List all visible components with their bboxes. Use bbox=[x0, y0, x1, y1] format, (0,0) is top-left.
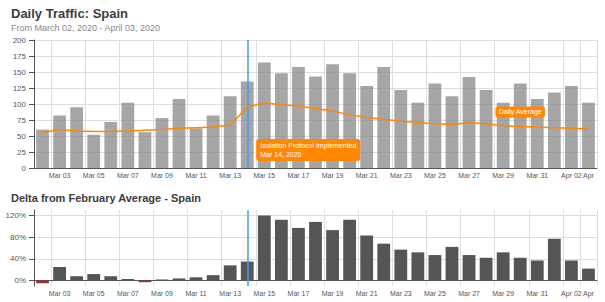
svg-text:Mar 09: Mar 09 bbox=[151, 290, 173, 297]
svg-text:75: 75 bbox=[17, 116, 26, 125]
svg-text:Mar 21: Mar 21 bbox=[356, 172, 378, 179]
svg-text:Mar 03: Mar 03 bbox=[49, 290, 71, 297]
svg-text:Mar 27: Mar 27 bbox=[458, 172, 480, 179]
svg-text:Apr 02: Apr 02 bbox=[561, 172, 582, 180]
svg-text:Mar 13: Mar 13 bbox=[219, 290, 241, 297]
svg-text:Mar 07: Mar 07 bbox=[117, 290, 139, 297]
svg-text:Mar 31: Mar 31 bbox=[526, 290, 548, 297]
svg-text:Mar 11: Mar 11 bbox=[185, 290, 206, 297]
svg-text:0%: 0% bbox=[14, 276, 26, 285]
svg-text:Mar 31: Mar 31 bbox=[526, 172, 548, 179]
svg-text:Mar 03: Mar 03 bbox=[49, 172, 71, 179]
svg-text:200: 200 bbox=[13, 36, 27, 45]
svg-text:150: 150 bbox=[13, 68, 27, 77]
svg-text:Mar 27: Mar 27 bbox=[458, 290, 480, 297]
svg-text:Isolation Protocol Implemented: Isolation Protocol Implemented bbox=[260, 142, 356, 150]
svg-text:From March 02, 2020 - April 03: From March 02, 2020 - April 03, 2020 bbox=[11, 23, 160, 33]
svg-text:Mar 09: Mar 09 bbox=[151, 172, 173, 179]
svg-text:Mar 07: Mar 07 bbox=[117, 172, 139, 179]
svg-text:Mar 23: Mar 23 bbox=[390, 172, 412, 179]
svg-text:Mar 11: Mar 11 bbox=[185, 172, 206, 179]
svg-text:Apr: Apr bbox=[583, 172, 595, 180]
svg-text:Mar 17: Mar 17 bbox=[288, 290, 310, 297]
svg-text:Mar 23: Mar 23 bbox=[390, 290, 412, 297]
svg-text:25: 25 bbox=[17, 148, 26, 157]
svg-text:125: 125 bbox=[13, 84, 27, 93]
svg-text:Mar 13: Mar 13 bbox=[219, 172, 241, 179]
svg-text:Mar 25: Mar 25 bbox=[424, 172, 446, 179]
svg-text:Mar 15: Mar 15 bbox=[253, 172, 275, 179]
svg-text:Mar 25: Mar 25 bbox=[424, 290, 446, 297]
svg-text:Daily Average: Daily Average bbox=[499, 108, 542, 116]
svg-text:175: 175 bbox=[13, 52, 27, 61]
svg-text:Mar 15: Mar 15 bbox=[253, 290, 275, 297]
svg-text:50: 50 bbox=[17, 132, 26, 141]
svg-text:Mar 05: Mar 05 bbox=[83, 290, 105, 297]
svg-text:100: 100 bbox=[13, 100, 27, 109]
svg-text:Mar 14, 2020: Mar 14, 2020 bbox=[260, 151, 301, 158]
svg-text:0: 0 bbox=[22, 164, 27, 173]
svg-text:Mar 29: Mar 29 bbox=[492, 172, 514, 179]
svg-text:120%: 120% bbox=[6, 211, 26, 220]
svg-text:Mar 19: Mar 19 bbox=[322, 290, 344, 297]
svg-text:Delta from February Average -: Delta from February Average - Spain bbox=[11, 192, 201, 204]
svg-text:80%: 80% bbox=[10, 233, 26, 242]
svg-text:Mar 29: Mar 29 bbox=[492, 290, 514, 297]
svg-text:Mar 05: Mar 05 bbox=[83, 172, 105, 179]
svg-text:40%: 40% bbox=[10, 254, 26, 263]
svg-text:Mar 17: Mar 17 bbox=[288, 172, 310, 179]
svg-text:Mar 21: Mar 21 bbox=[356, 290, 378, 297]
svg-text:Apr 02: Apr 02 bbox=[561, 290, 582, 298]
svg-text:Mar 19: Mar 19 bbox=[322, 172, 344, 179]
svg-text:Daily Traffic: Spain: Daily Traffic: Spain bbox=[11, 6, 128, 21]
svg-text:Apr: Apr bbox=[583, 290, 595, 298]
